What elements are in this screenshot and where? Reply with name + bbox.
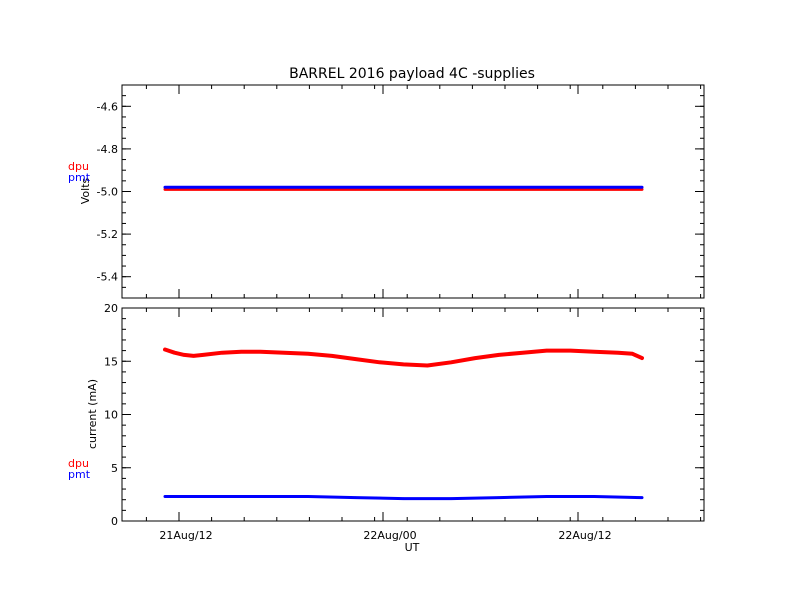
current-point-dpu [473,356,477,360]
current-point-dpu [593,350,596,353]
chart-title: BARREL 2016 payload 4C -supplies [289,66,535,82]
volts-point-pmt [450,186,453,189]
x-tick-label: 22Aug/00 [363,529,416,542]
current-point-dpu [426,364,429,367]
current-point-pmt [402,497,405,500]
current-legend-pmt: pmt [68,468,91,481]
current-point-pmt [450,497,453,500]
current-point-pmt [354,496,357,499]
current-y-tick-label: 15 [104,355,118,368]
volts-y-axis-label: Volts [79,177,92,204]
volts-legend-dpu: dpu [68,160,89,173]
current-point-dpu [616,351,620,354]
current-point-pmt [259,495,262,498]
current-point-pmt [163,495,167,498]
current-point-dpu [640,356,644,360]
current-point-dpu [631,352,634,355]
volts-point-dpu [259,188,262,191]
current-point-dpu [182,353,186,357]
current-plot-frame [121,307,705,522]
current-point-dpu [163,348,167,351]
x-tick-label: 22Aug/12 [558,529,611,542]
current-y-tick-label: 5 [111,462,118,475]
volts-y-tick-label: -5.2 [97,228,118,241]
current-y-tick-label: 0 [111,515,118,528]
current-series-dpu [163,347,644,368]
current-point-dpu [221,351,224,354]
volts-point-dpu [450,188,453,191]
x-tick-label: 21Aug/12 [159,529,212,542]
current-point-dpu [330,354,334,358]
current-point-pmt [211,495,214,498]
volts-point-pmt [640,186,644,189]
volts-point-pmt [354,186,357,189]
volts-point-pmt [545,186,548,189]
volts-y-tick-label: -5.4 [97,271,118,284]
current-point-dpu [283,351,286,354]
current-point-dpu [497,353,501,357]
current-y-tick-label: 20 [104,302,118,315]
current-panel: current (mA) UT dpu pmt 0 5 10 15 20 21Aug/12… [68,302,705,554]
volts-y-tick-label: -5.0 [97,186,118,199]
volts-point-dpu [640,188,644,191]
volts-point-dpu [163,188,167,191]
current-point-dpu [240,350,243,353]
volts-point-dpu [545,188,548,191]
current-point-dpu [192,354,195,358]
current-y-tick-label: 10 [104,409,118,422]
current-point-dpu [402,363,405,366]
volts-y-tick-label: -4.8 [97,143,118,156]
current-y-axis-label: current (mA) [86,379,99,449]
current-point-dpu [521,351,524,354]
volts-point-pmt [259,186,262,189]
current-point-pmt [593,495,596,498]
volts-plot-frame [121,84,705,299]
current-legend-dpu: dpu [68,457,89,470]
volts-point-pmt [163,186,167,189]
volts-legend-pmt: pmt [68,171,91,184]
volts-point-dpu [354,188,357,191]
current-point-pmt [640,496,644,499]
current-point-dpu [202,353,205,357]
current-point-dpu [378,361,381,364]
volts-panel: Volts dpu pmt -4.6 -4.8 -5.0 -5.2 -5.4 [68,84,705,299]
current-point-dpu [354,357,357,361]
current-point-dpu [259,350,262,353]
current-point-pmt [497,496,501,499]
current-point-dpu [569,349,572,352]
current-point-dpu [545,349,548,352]
current-point-pmt [545,495,548,498]
volts-y-tick-label: -4.6 [97,100,118,113]
current-point-pmt [306,495,310,498]
current-point-dpu [306,352,310,355]
current-point-dpu [450,361,453,364]
current-point-dpu [173,351,176,354]
x-axis-label: UT [405,541,420,554]
